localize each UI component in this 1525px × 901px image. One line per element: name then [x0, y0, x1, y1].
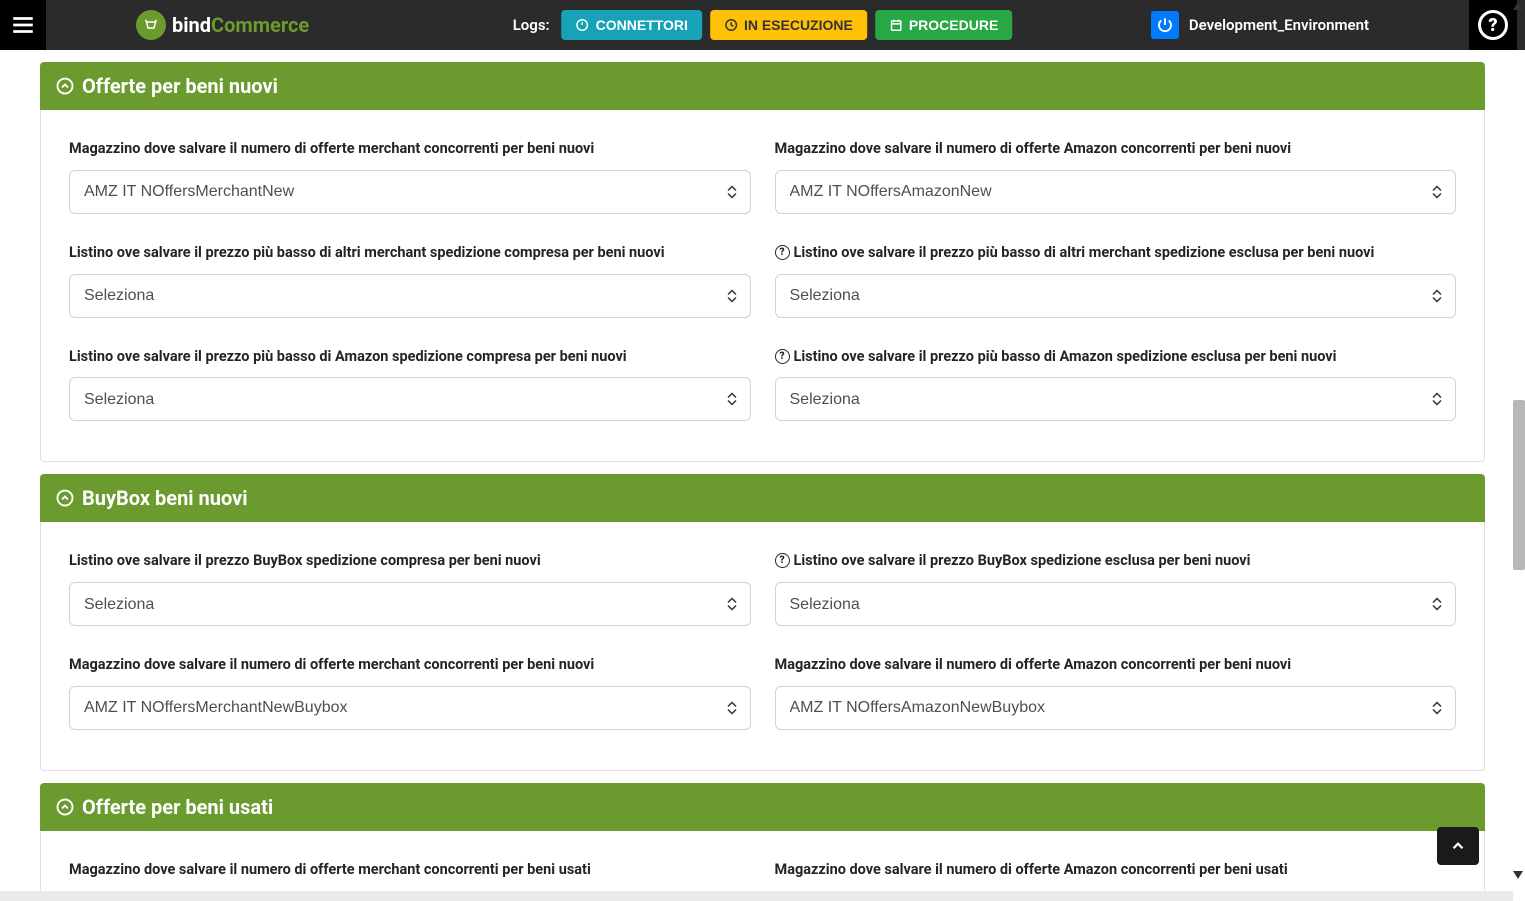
logo-icon [136, 10, 166, 40]
listino-amz-excl-select[interactable]: Seleziona [775, 377, 1457, 421]
chevron-up-circle-icon [56, 798, 74, 816]
amazon-offers-bb-select[interactable]: AMZ IT NOffersAmazonNewBuybox [775, 686, 1457, 730]
panel-title: Offerte per beni usati [82, 795, 273, 819]
listino-merch-excl-select[interactable]: Seleziona [775, 274, 1457, 318]
field-label: Magazzino dove salvare il numero di offe… [775, 138, 1457, 160]
sync-icon [576, 18, 590, 32]
connettori-label: CONNETTORI [596, 17, 688, 33]
panel-header-offerte-usati[interactable]: Offerte per beni usati [40, 783, 1485, 831]
listino-bb-incl-select[interactable]: Seleziona [69, 582, 751, 626]
amazon-offers-new-select[interactable]: AMZ IT NOffersAmazonNew [775, 170, 1457, 214]
center-nav: Logs: CONNETTORI IN ESECUZIONE PROCEDURE [513, 10, 1013, 40]
panel-header-offerte-nuovi[interactable]: Offerte per beni nuovi [40, 62, 1485, 110]
hamburger-icon [10, 12, 36, 38]
procedure-label: PROCEDURE [909, 17, 998, 33]
power-icon[interactable] [1151, 11, 1179, 39]
field-label: Listino ove salvare il prezzo BuyBox spe… [69, 550, 751, 572]
field-label: Magazzino dove salvare il numero di offe… [775, 859, 1457, 881]
listino-bb-excl-select[interactable]: Seleziona [775, 582, 1457, 626]
field-label: Magazzino dove salvare il numero di offe… [69, 138, 751, 160]
chevron-up-circle-icon [56, 77, 74, 95]
field-label: Listino ove salvare il prezzo più basso … [69, 346, 751, 368]
panel-title: Offerte per beni nuovi [82, 74, 278, 98]
tooltip-icon[interactable]: ? [775, 245, 790, 260]
chevron-up-icon [1449, 837, 1467, 855]
clock-icon [724, 18, 738, 32]
chevron-up-circle-icon [56, 489, 74, 507]
field-label: ?Listino ove salvare il prezzo più basso… [775, 242, 1457, 264]
help-icon: ? [1478, 10, 1508, 40]
panel-header-buybox-nuovi[interactable]: BuyBox beni nuovi [40, 474, 1485, 522]
panel-buybox-nuovi: BuyBox beni nuovi Listino ove salvare il… [40, 474, 1485, 771]
scrollbar-thumb[interactable] [1513, 400, 1525, 570]
logo-text: bindCommerce [172, 13, 309, 37]
field-label: ?Listino ove salvare il prezzo più basso… [775, 346, 1457, 368]
panel-offerte-nuovi: Offerte per beni nuovi Magazzino dove sa… [40, 62, 1485, 462]
scrollbar-horizontal[interactable] [0, 891, 1513, 901]
environment-label: Development_Environment [1189, 16, 1369, 34]
panel-offerte-usati: Offerte per beni usati Magazzino dove sa… [40, 783, 1485, 901]
tooltip-icon[interactable]: ? [775, 553, 790, 568]
merch-offers-new-select[interactable]: AMZ IT NOffersMerchantNew [69, 170, 751, 214]
esecuzione-button[interactable]: IN ESECUZIONE [710, 10, 867, 40]
logo[interactable]: bindCommerce [136, 10, 309, 40]
help-button[interactable]: ? [1469, 0, 1517, 50]
topbar: bindCommerce Logs: CONNETTORI IN ESECUZI… [0, 0, 1525, 50]
listino-amz-incl-select[interactable]: Seleziona [69, 377, 751, 421]
merch-offers-bb-select[interactable]: AMZ IT NOffersMerchantNewBuybox [69, 686, 751, 730]
field-label: Magazzino dove salvare il numero di offe… [775, 654, 1457, 676]
field-label: Magazzino dove salvare il numero di offe… [69, 859, 751, 881]
right-nav: Development_Environment ? [1151, 0, 1525, 50]
connettori-button[interactable]: CONNETTORI [562, 10, 702, 40]
calendar-icon [889, 18, 903, 32]
panel-body: Listino ove salvare il prezzo BuyBox spe… [40, 522, 1485, 771]
field-label: Magazzino dove salvare il numero di offe… [69, 654, 751, 676]
listino-merch-incl-select[interactable]: Seleziona [69, 274, 751, 318]
menu-toggle-button[interactable] [0, 0, 46, 50]
logs-label: Logs: [513, 16, 550, 34]
field-label: ?Listino ove salvare il prezzo BuyBox sp… [775, 550, 1457, 572]
page-content: Offerte per beni nuovi Magazzino dove sa… [0, 50, 1525, 901]
tooltip-icon[interactable]: ? [775, 349, 790, 364]
field-label: Listino ove salvare il prezzo più basso … [69, 242, 751, 264]
panel-title: BuyBox beni nuovi [82, 486, 248, 510]
panel-body: Magazzino dove salvare il numero di offe… [40, 110, 1485, 462]
esecuzione-label: IN ESECUZIONE [744, 17, 853, 33]
scroll-top-button[interactable] [1437, 827, 1479, 865]
procedure-button[interactable]: PROCEDURE [875, 10, 1012, 40]
